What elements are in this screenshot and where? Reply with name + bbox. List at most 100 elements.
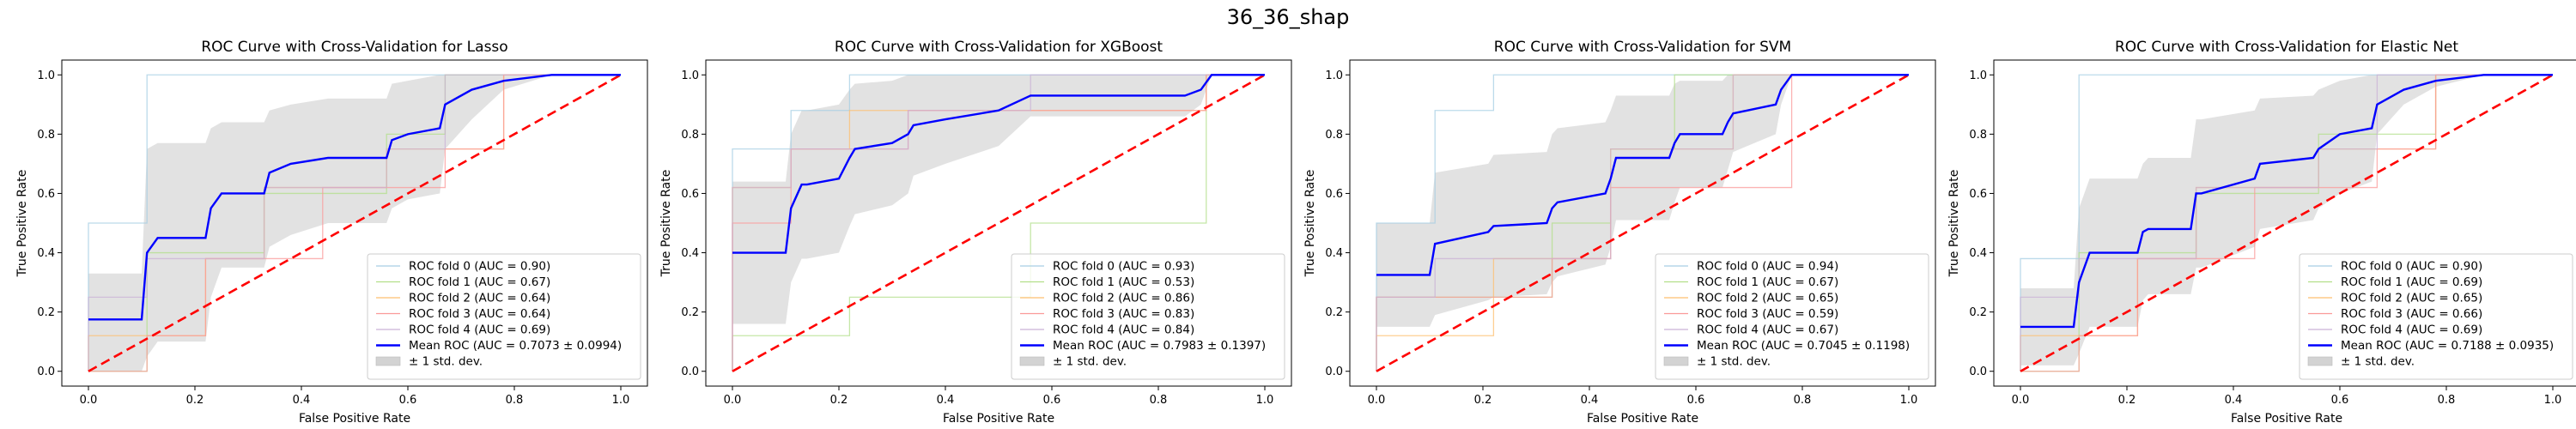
x-tick-label: 1.0 [1900,394,1918,407]
roc-fold-3-line [88,74,621,372]
x-tick-label: 0.6 [399,394,417,407]
legend-label: ROC fold 1 (AUC = 0.67) [409,275,550,289]
y-tick-label: 0.4 [37,247,55,260]
y-axis-label: True Positive Rate [1303,170,1317,278]
legend-label: ROC fold 4 (AUC = 0.84) [1053,323,1194,337]
mean-roc-line [732,74,1265,254]
std-band [1376,75,1909,327]
y-tick-label: 0.6 [681,188,699,201]
panel-title: ROC Curve with Cross-Validation for Elas… [2115,39,2458,56]
mean-roc-line [2020,74,2553,329]
legend-label: ROC fold 0 (AUC = 0.90) [2341,260,2482,274]
std-band [2020,75,2553,366]
x-tick-label: 0.4 [1581,394,1599,407]
legend-label: ROC fold 0 (AUC = 0.90) [409,260,550,274]
axes-frame [705,59,1292,387]
legend-swatch [2307,356,2333,366]
roc-fold-0-line [88,74,621,372]
x-tick-label: 0.2 [2118,394,2136,407]
x-tick-label: 0.0 [724,394,742,407]
panel-title: ROC Curve with Cross-Validation for Lass… [201,39,507,56]
legend-swatch [375,356,401,366]
x-tick-label: 1.0 [2544,394,2562,407]
y-axis-label: True Positive Rate [659,170,673,278]
legend-label: ROC fold 3 (AUC = 0.83) [1053,307,1194,321]
y-tick-label: 0.6 [1969,188,1987,201]
legend-label: Mean ROC (AUC = 0.7045 ± 0.1198) [1697,339,1910,353]
x-tick-label: 1.0 [1256,394,1274,407]
x-tick-label: 0.2 [1474,394,1492,407]
roc-fold-4-line [732,74,1265,372]
legend-label: ROC fold 3 (AUC = 0.64) [409,307,550,321]
roc-fold-4-line [1376,74,1909,372]
x-tick-label: 0.2 [830,394,848,407]
y-tick-label: 0.4 [681,247,699,260]
legend: ROC fold 0 (AUC = 0.94)ROC fold 1 (AUC =… [1655,253,1929,380]
x-axis-label: False Positive Rate [2231,412,2342,426]
x-tick-label: 0.8 [1150,394,1168,407]
legend-label: ROC fold 0 (AUC = 0.94) [1697,260,1838,274]
y-tick-label: 0.0 [1969,366,1987,378]
figure-suptitle: 36_36_shap [1227,5,1350,29]
y-tick-label: 0.8 [1969,129,1987,142]
x-tick-label: 0.0 [1368,394,1386,407]
y-tick-label: 0.2 [1325,306,1343,319]
std-band [88,75,621,372]
roc-fold-0-line [732,74,1265,372]
panel-title: ROC Curve with Cross-Validation for SVM [1494,39,1791,56]
legend: ROC fold 0 (AUC = 0.93)ROC fold 1 (AUC =… [1011,253,1285,380]
axes-frame [61,59,648,387]
x-tick-label: 0.4 [937,394,955,407]
legend-swatch [1663,356,1689,366]
x-tick-label: 0.0 [80,394,98,407]
legend-label: ROC fold 2 (AUC = 0.86) [1053,292,1194,305]
y-tick-label: 0.0 [37,366,55,378]
legend: ROC fold 0 (AUC = 0.90)ROC fold 1 (AUC =… [367,253,641,380]
legend-label: ROC fold 4 (AUC = 0.69) [2341,323,2482,337]
legend-label: ROC fold 2 (AUC = 0.65) [2341,292,2482,305]
legend-label: ± 1 std. dev. [1697,355,1771,369]
x-axis-label: False Positive Rate [943,412,1054,426]
x-tick-label: 1.0 [612,394,630,407]
x-tick-label: 0.6 [1043,394,1061,407]
legend-box [1011,253,1285,380]
legend-label: ROC fold 3 (AUC = 0.59) [1697,307,1838,321]
x-tick-label: 0.6 [1687,394,1705,407]
legend-label: ROC fold 3 (AUC = 0.66) [2341,307,2482,321]
legend-box [367,253,641,380]
legend-label: ROC fold 4 (AUC = 0.69) [409,323,550,337]
x-tick-label: 0.8 [2438,394,2456,407]
x-tick-label: 0.2 [186,394,204,407]
y-tick-label: 0.0 [681,366,699,378]
y-tick-label: 1.0 [1969,69,1987,82]
x-axis-label: False Positive Rate [1587,412,1698,426]
x-tick-label: 0.4 [293,394,311,407]
y-axis-label: True Positive Rate [1947,170,1961,278]
y-tick-label: 1.0 [1325,69,1343,82]
legend-label: ± 1 std. dev. [1053,355,1127,369]
legend-label: ± 1 std. dev. [409,355,483,369]
legend-label: Mean ROC (AUC = 0.7073 ± 0.0994) [409,339,622,353]
y-tick-label: 0.6 [1325,188,1343,201]
axes-frame [1993,59,2576,387]
legend-label: ROC fold 4 (AUC = 0.67) [1697,323,1838,337]
roc-panel-1: 0.0 0.2 0.4 0.6 0.8 1.0 0.0 0.2 0.4 0.6 0.8 1.0 ROC … [659,39,1292,426]
roc-fold-3-line [2020,74,2553,372]
y-tick-label: 0.8 [1325,129,1343,142]
y-tick-label: 0.2 [37,306,55,319]
axes-frame [1349,59,1936,387]
y-tick-label: 0.2 [1969,306,1987,319]
x-tick-label: 0.8 [506,394,524,407]
roc-fold-4-line [88,74,621,372]
y-tick-label: 0.4 [1325,247,1343,260]
legend-label: ± 1 std. dev. [2341,355,2415,369]
roc-panel-2: 0.0 0.2 0.4 0.6 0.8 1.0 0.0 0.2 0.4 0.6 0.8 1.0 ROC … [1303,39,1936,426]
roc-panel-3: 0.0 0.2 0.4 0.6 0.8 1.0 0.0 0.2 0.4 0.6 0.8 1.0 ROC … [1947,39,2576,426]
legend-label: Mean ROC (AUC = 0.7188 ± 0.0935) [2341,339,2554,353]
legend: ROC fold 0 (AUC = 0.90)ROC fold 1 (AUC =… [2299,253,2573,380]
legend-box [2299,253,2573,380]
panel-title: ROC Curve with Cross-Validation for XGBo… [835,39,1163,56]
y-axis-label: True Positive Rate [15,170,29,278]
legend-label: ROC fold 2 (AUC = 0.65) [1697,292,1838,305]
